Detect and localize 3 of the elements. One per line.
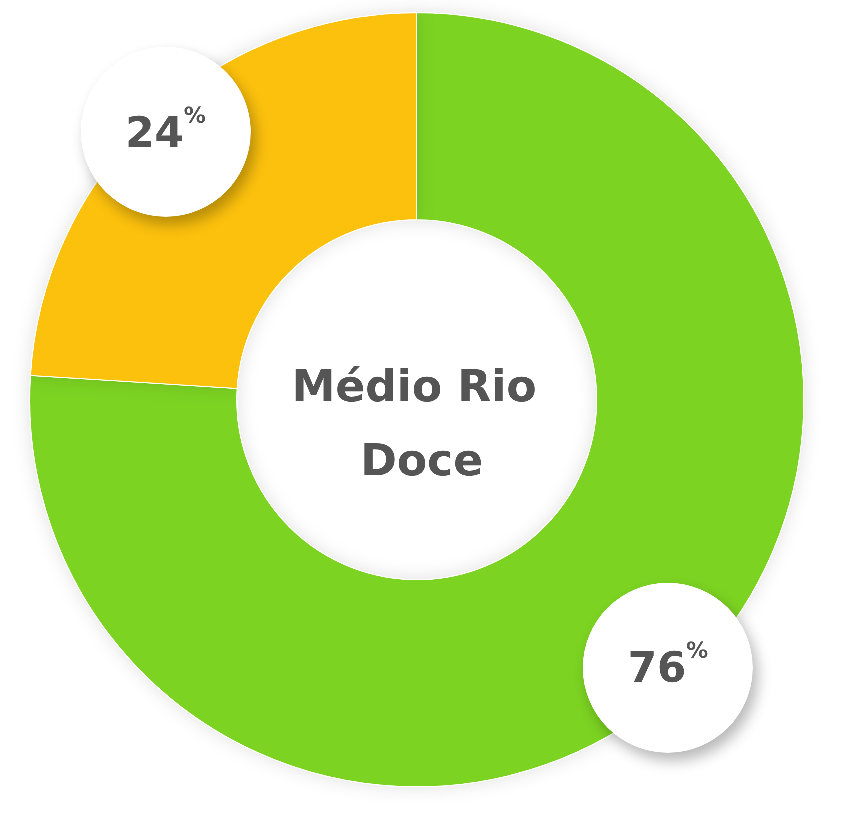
data-label: 24$^{%}$ [126, 104, 206, 157]
data-label: 76$^{%}$ [628, 639, 708, 692]
text: Médio Rio Doce [292, 362, 552, 486]
